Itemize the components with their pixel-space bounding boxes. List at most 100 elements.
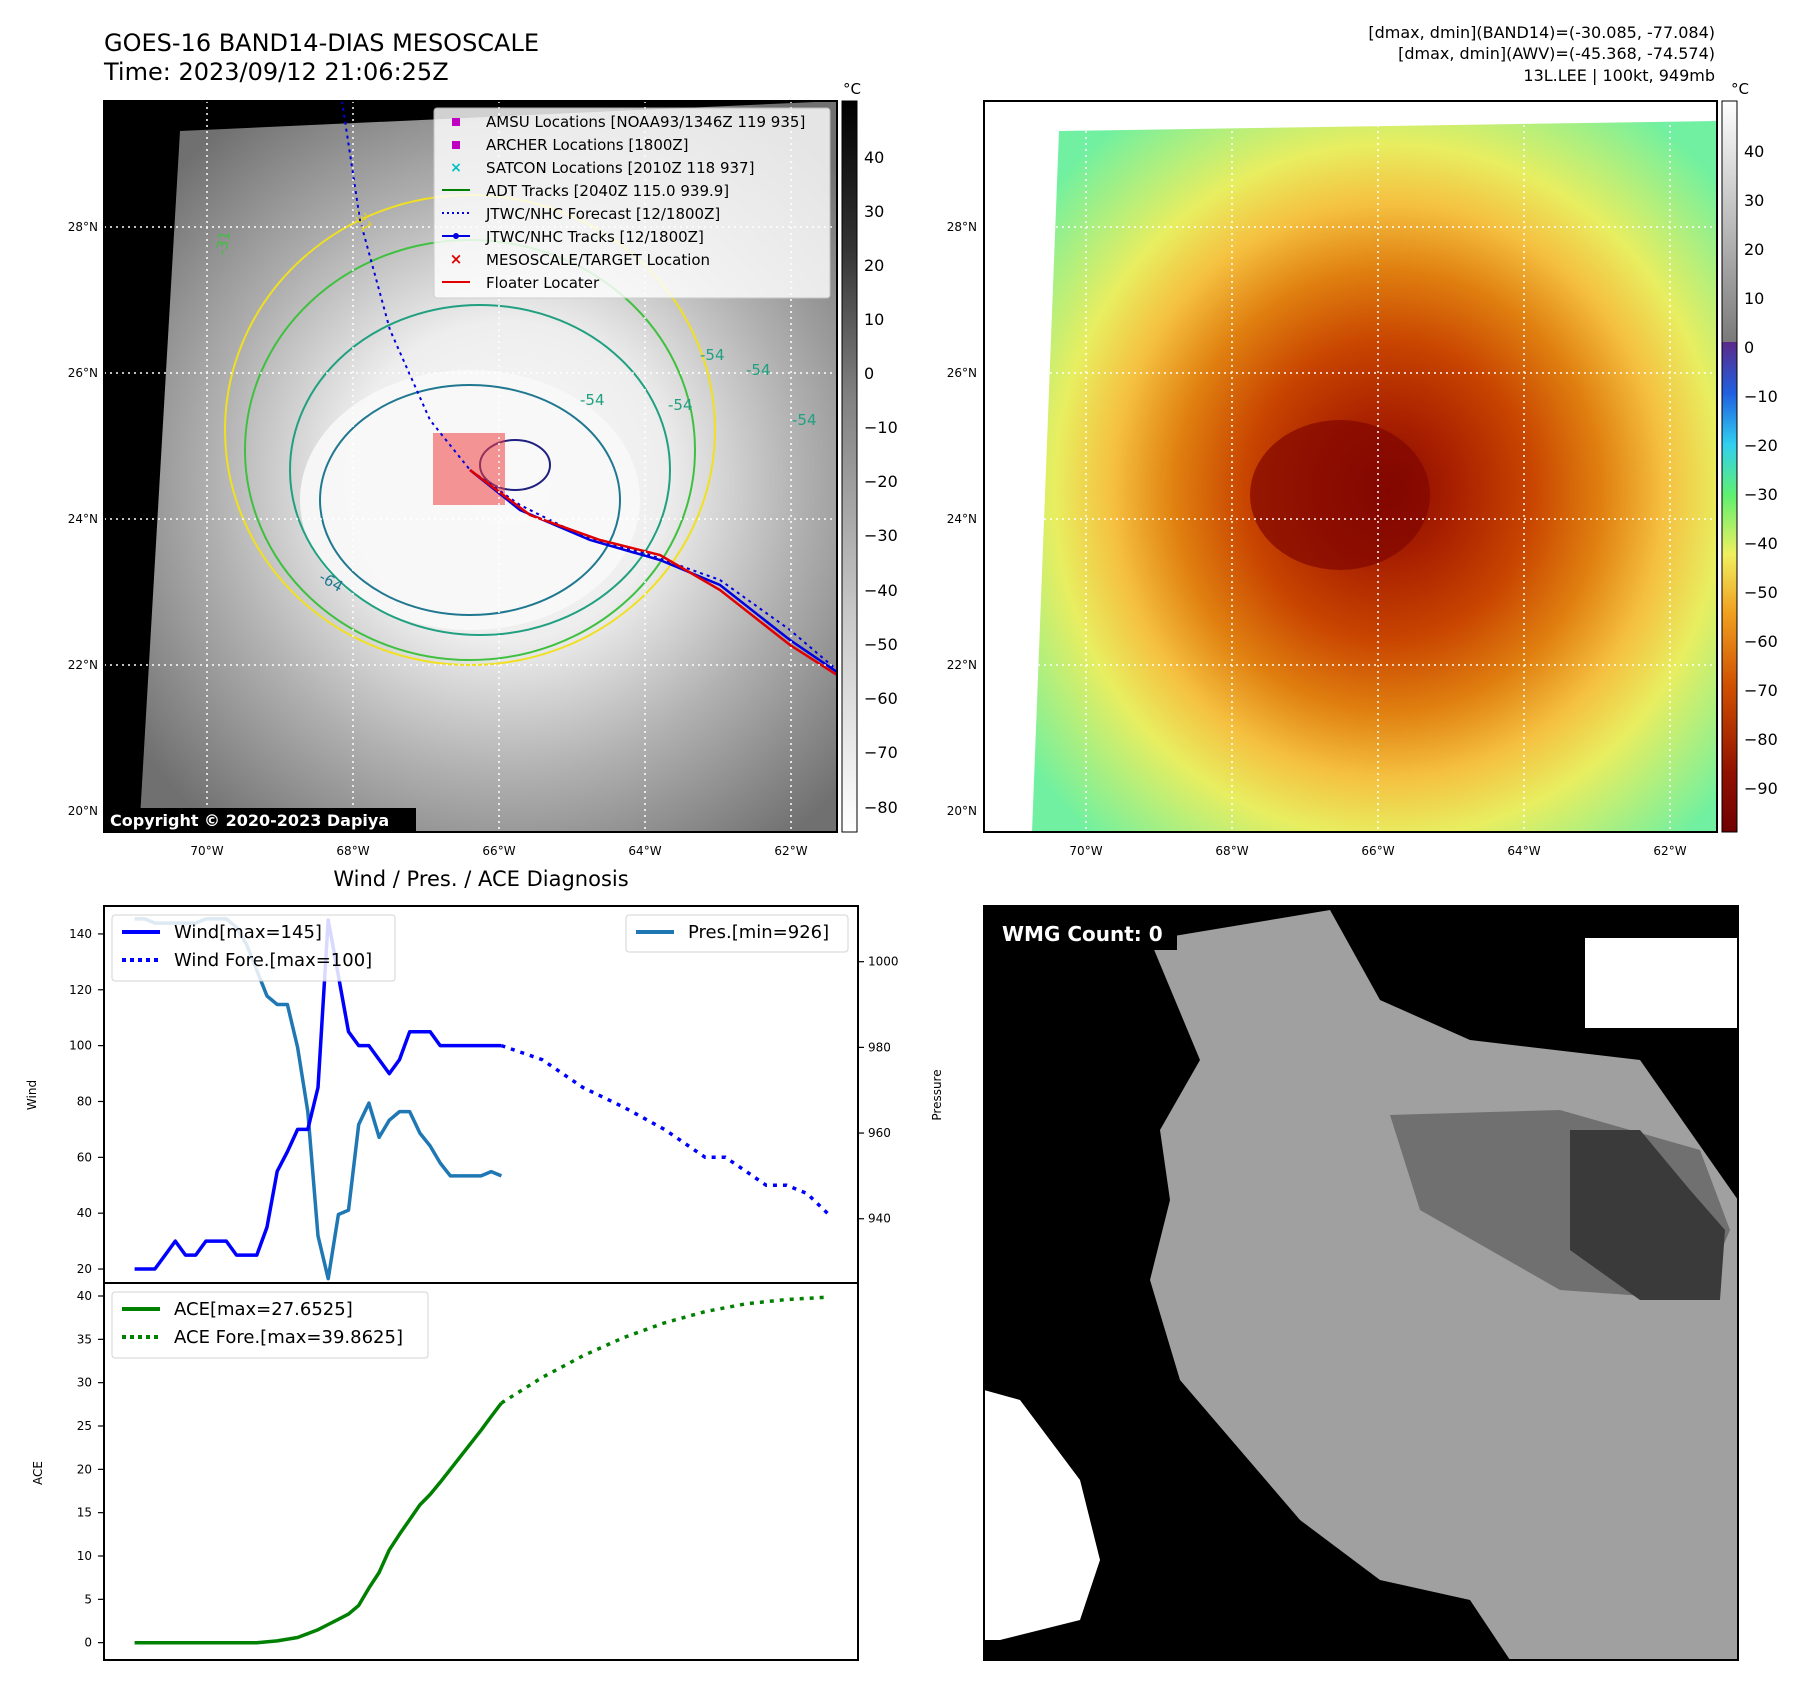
wind-forecast-legend-label: Wind Fore.[max=100] [174, 950, 372, 971]
color-map-panel [983, 100, 1718, 833]
colorbar-tick: −30 [1744, 485, 1778, 504]
figure-title: GOES-16 BAND14-DIAS MESOSCALE [104, 29, 539, 57]
y-tick-label: 80 [77, 1094, 92, 1108]
wmg-region-white [1585, 938, 1738, 1028]
y-tick-label: 15 [77, 1506, 92, 1520]
y-tick-label: 0 [84, 1636, 92, 1650]
svg-text:×: × [450, 250, 463, 268]
wmg-region-white [984, 1390, 1100, 1640]
y-tick-label: 100 [69, 1039, 92, 1053]
colorbar-tick: −40 [864, 581, 898, 600]
legend-satcon: SATCON Locations [2010Z 118 937] [486, 159, 754, 177]
lat-tick: 20°N [947, 804, 977, 818]
colorbar-tick: −60 [864, 689, 898, 708]
colorbar-tick: 40 [864, 148, 884, 167]
legend-amsu: AMSU Locations [NOAA93/1346Z 119 935] [486, 113, 805, 131]
colorbar-tick: 20 [1744, 240, 1764, 259]
lon-tick: 70°W [190, 844, 223, 858]
y-tick-label: 1000 [868, 955, 899, 969]
lat-tick: 22°N [947, 658, 977, 672]
wind-legend-label: Wind[max=145] [174, 922, 322, 943]
legend-target: MESOSCALE/TARGET Location [486, 251, 710, 269]
y-tick-label: 20 [77, 1462, 92, 1476]
map1-lat-labels: 28°N 26°N 24°N 22°N 20°N [68, 220, 98, 818]
lat-tick: 24°N [947, 512, 977, 526]
map2-lat-labels: 28°N 26°N 24°N 22°N 20°N [947, 220, 977, 818]
ace-y-ticks: 0 5 10 15 20 25 30 35 40 [77, 1289, 104, 1650]
wind-y-ticks: 20 40 60 80 100 120 140 [69, 927, 104, 1276]
lat-tick: 26°N [68, 366, 98, 380]
contour-label: -54 [700, 346, 725, 364]
info-line-3: 13L.LEE | 100kt, 949mb [1523, 66, 1715, 85]
wind-line [134, 918, 502, 1271]
wmg-region-dark [1570, 1130, 1725, 1300]
best-track [469, 469, 837, 674]
lon-tick: 62°W [774, 844, 807, 858]
y-tick-label: 140 [69, 927, 92, 941]
legend-floater: Floater Locater [486, 274, 600, 292]
y-tick-label: 120 [69, 983, 92, 997]
colorbar-tick: 0 [1744, 338, 1754, 357]
colorbar-tick: −70 [864, 743, 898, 762]
lon-tick: 64°W [1507, 844, 1540, 858]
legend-forecast: JTWC/NHC Forecast [12/1800Z] [485, 205, 720, 223]
wind-pressure-chart: 20 40 60 80 100 120 140 940 960 980 1000 Wind Pre… [25, 905, 944, 1284]
ace-axis-label: ACE [31, 1461, 45, 1485]
grayscale-map-panel: -31 -31 -54 -54 -54 -54 -54 -64 × × AMSU… [103, 100, 838, 833]
colorbar-unit: °C [1731, 80, 1749, 98]
lon-tick: 70°W [1069, 844, 1102, 858]
y-tick-label: 5 [84, 1592, 92, 1606]
lat-tick: 28°N [68, 220, 98, 234]
colorbar-tick: 30 [1744, 191, 1764, 210]
wmg-region-light [1150, 910, 1738, 1660]
lon-tick: 68°W [336, 844, 369, 858]
figure-time: Time: 2023/09/12 21:06:25Z [103, 58, 449, 86]
colorbar-tick: 40 [1744, 142, 1764, 161]
contour-teal [289, 304, 671, 636]
colorbar-tick: −80 [864, 798, 898, 817]
lon-tick: 68°W [1215, 844, 1248, 858]
contour-label: -54 [746, 361, 771, 379]
lat-tick: 26°N [947, 366, 977, 380]
y-tick-label: 10 [77, 1549, 92, 1563]
ace-series [134, 1295, 828, 1645]
info-line-2: [dmax, dmin](AWV)=(-45.368, -74.574) [1398, 44, 1715, 63]
y-tick-label: 940 [868, 1212, 891, 1226]
wmg-panel: WMG Count: 0 [983, 905, 1739, 1661]
wind-series [134, 918, 829, 1271]
legend-archer: ARCHER Locations [1800Z] [486, 136, 689, 154]
lon-tick: 66°W [482, 844, 515, 858]
legend-adt: ADT Tracks [2040Z 115.0 939.9] [486, 182, 729, 200]
pressure-legend-label: Pres.[min=926] [688, 922, 829, 943]
copyright-label: Copyright © 2020-2023 Dapiya [110, 811, 389, 830]
color-colorbar: °C 40 30 20 10 0 −10 −20 −30 −40 −50 −60… [1721, 80, 1778, 833]
y-tick-label: 40 [77, 1289, 92, 1303]
colorbar-unit: °C [843, 80, 861, 98]
lat-tick: 20°N [68, 804, 98, 818]
colorbar-tick: 30 [864, 202, 884, 221]
map2-lon-labels: 70°W 68°W 66°W 64°W 62°W [1069, 844, 1686, 858]
contour-dark-teal [319, 384, 621, 616]
wind-legend: Wind[max=145] Wind Fore.[max=100] [111, 914, 396, 982]
lon-tick: 62°W [1653, 844, 1686, 858]
lon-tick: 64°W [628, 844, 661, 858]
map-legend: × × AMSU Locations [NOAA93/1346Z 119 935… [433, 107, 831, 299]
forecast-track [341, 101, 837, 671]
diagnosis-title: Wind / Pres. / ACE Diagnosis [333, 867, 628, 891]
y-tick-label: 20 [77, 1262, 92, 1276]
colorbar-tick: −50 [864, 635, 898, 654]
colorbar-tick: −20 [1744, 436, 1778, 455]
y-tick-label: 980 [868, 1040, 891, 1054]
lat-tick: 24°N [68, 512, 98, 526]
lon-tick: 66°W [1361, 844, 1394, 858]
map1-lon-labels: 70°W 68°W 66°W 64°W 62°W [190, 844, 807, 858]
legend-tracks: JTWC/NHC Tracks [12/1800Z] [485, 228, 704, 246]
ace-line [134, 1401, 503, 1645]
colorbar-tick: 20 [864, 256, 884, 275]
ace-chart: 0 5 10 15 20 25 30 35 40 ACE ACE[max=27.6525] AC… [31, 1282, 859, 1661]
ace-legend: ACE[max=27.6525] ACE Fore.[max=39.8625] [111, 1291, 429, 1359]
colorbar-tick: −90 [1744, 779, 1778, 798]
ace-forecast-line [500, 1295, 828, 1405]
info-line-1: [dmax, dmin](BAND14)=(-30.085, -77.084) [1368, 23, 1715, 42]
pressure-legend: Pres.[min=926] [625, 914, 849, 953]
